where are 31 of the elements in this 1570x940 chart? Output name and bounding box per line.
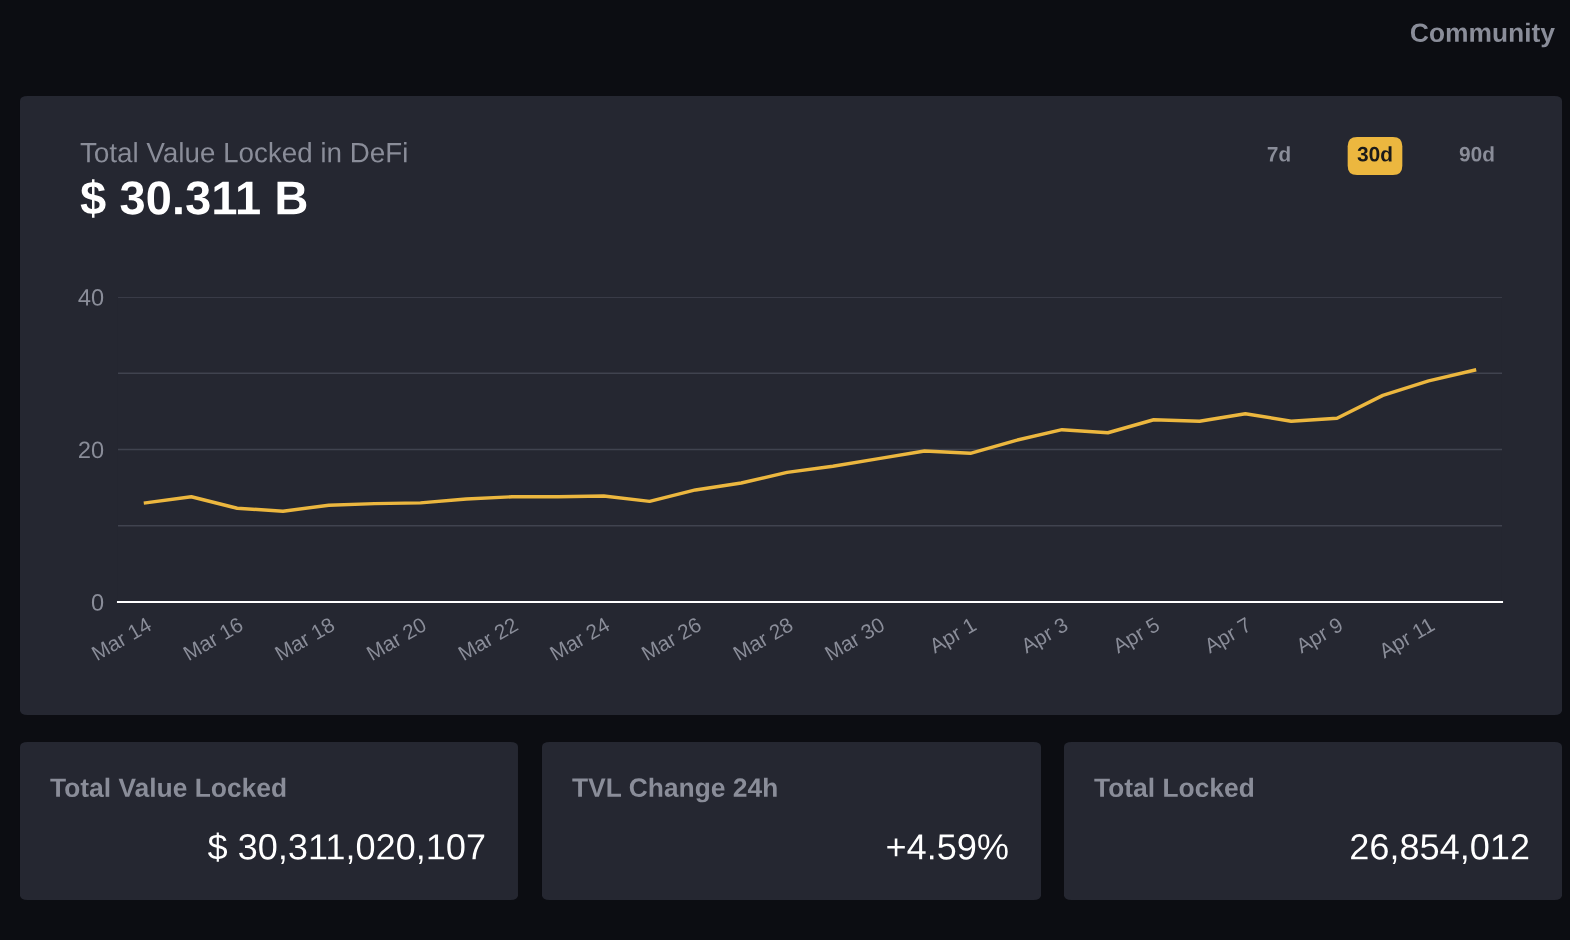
text: Community <box>1410 22 1555 48</box>
x-tick-label: Mar 26 <box>641 616 703 661</box>
x-tick-label: Apr 5 <box>1111 616 1163 658</box>
x-tick-label: Apr 1 <box>927 617 980 658</box>
x-tick-label: Apr 9 <box>1294 616 1346 658</box>
x-tick-label: Mar 24 <box>549 616 611 661</box>
text: 30d <box>1357 146 1392 162</box>
x-tick-label: Mar 22 <box>457 616 519 661</box>
x-tick-label: Mar 30 <box>824 616 886 661</box>
text: Total Locked <box>1094 777 1254 798</box>
x-tick-label: Mar 28 <box>732 616 794 661</box>
text: 90d <box>1459 146 1494 162</box>
text: +4.59% <box>887 834 1008 860</box>
y-tick-label: 20 <box>79 441 104 459</box>
y-tick-label: 40 <box>78 289 104 306</box>
text: 7d <box>1267 146 1290 162</box>
x-tick-label: Mar 20 <box>366 616 428 661</box>
x-tick-label: Mar 14 <box>91 616 153 661</box>
text: TVL Change 24h <box>572 777 777 803</box>
chart-title: Total Value Locked in DeFi <box>80 142 407 163</box>
text: 26,854,012 <box>1351 834 1529 864</box>
text: Total Value Locked <box>50 777 286 798</box>
x-tick-label: Apr 3 <box>1019 616 1071 658</box>
x-tick-label: Mar 16 <box>182 616 245 661</box>
y-tick-label: 0 <box>91 594 104 611</box>
x-tick-label: Apr 7 <box>1202 617 1255 658</box>
x-tick-label: Apr 11 <box>1377 617 1438 663</box>
chart-subtitle: $ 30.311 B <box>80 179 307 218</box>
line-series <box>143 368 1477 513</box>
text: $ 30,311,020,107 <box>207 832 485 864</box>
x-tick-label: Mar 18 <box>274 616 336 661</box>
